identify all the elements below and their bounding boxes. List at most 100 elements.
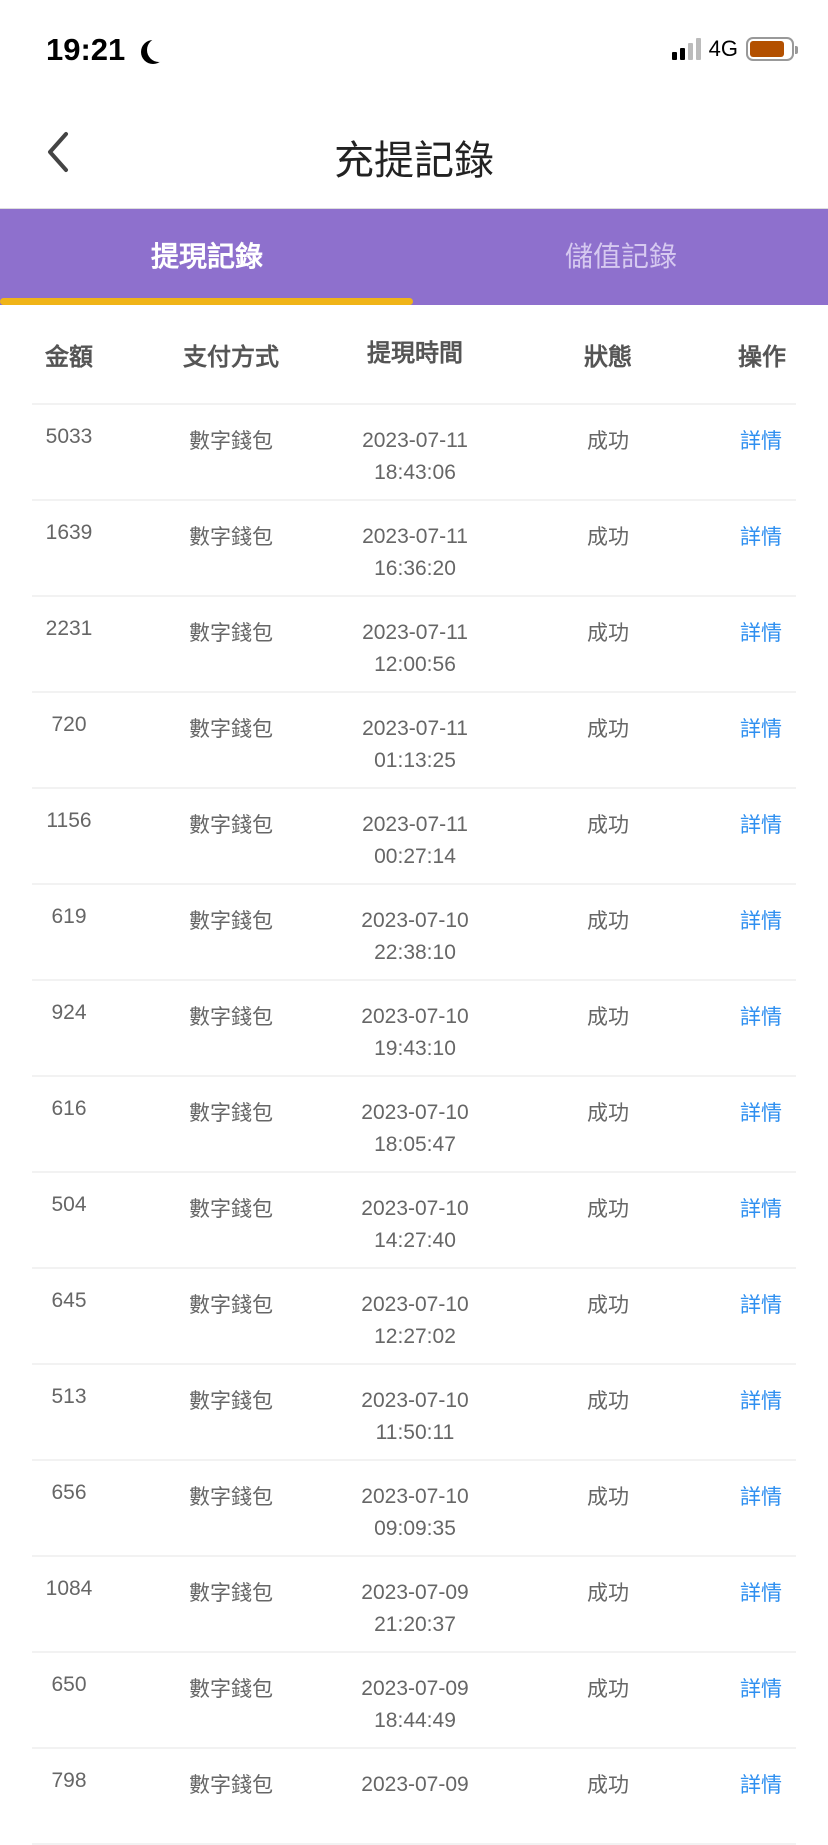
date: 2023-07-10 xyxy=(361,1101,469,1124)
amount: 2231 xyxy=(45,617,93,640)
date: 2023-07-10 xyxy=(361,1005,469,1028)
details-link[interactable]: 詳情 xyxy=(740,1486,782,1509)
page-title: 充提記錄 xyxy=(334,139,494,183)
payment-method: 數字錢包 xyxy=(189,910,273,933)
time: 11:50:11 xyxy=(375,1421,455,1444)
details-link[interactable]: 詳情 xyxy=(740,430,782,453)
tab-withdrawal-records[interactable]: 提現記錄 xyxy=(150,241,263,272)
withdrawal-time: 2023-07-09 18:44:49 xyxy=(302,1673,508,1747)
payment-method: 數字錢包 xyxy=(189,526,273,549)
header-amount: 金額 xyxy=(45,343,93,371)
amount: 1156 xyxy=(46,809,92,832)
table-row: 5033 數字錢包 2023-07-11 18:43:06 成功 詳情 xyxy=(32,405,796,501)
payment-method: 數字錢包 xyxy=(189,1006,273,1029)
status: 成功 xyxy=(587,1006,629,1029)
withdrawal-time: 2023-07-11 00:27:14 xyxy=(302,809,508,883)
battery-icon xyxy=(746,37,798,61)
time: 12:00:56 xyxy=(374,653,456,676)
status: 成功 xyxy=(587,430,629,453)
status: 成功 xyxy=(587,1294,629,1317)
withdrawal-time: 2023-07-11 01:13:25 xyxy=(302,713,508,787)
details-link[interactable]: 詳情 xyxy=(740,1294,782,1317)
withdrawal-time: 2023-07-10 09:09:35 xyxy=(302,1481,508,1555)
time: 12:27:02 xyxy=(374,1325,456,1348)
amount: 5033 xyxy=(45,425,93,448)
details-link[interactable]: 詳情 xyxy=(740,1678,782,1701)
payment-method: 數字錢包 xyxy=(189,1486,273,1509)
status: 成功 xyxy=(587,910,629,933)
status: 成功 xyxy=(587,526,629,549)
details-link[interactable]: 詳情 xyxy=(740,526,782,549)
details-link[interactable]: 詳情 xyxy=(740,1582,782,1605)
table-row: 616 數字錢包 2023-07-10 18:05:47 成功 詳情 xyxy=(32,1077,796,1173)
withdrawal-time: 2023-07-11 16:36:20 xyxy=(302,521,508,595)
withdrawal-time: 2023-07-11 18:43:06 xyxy=(302,425,508,499)
date: 2023-07-09 xyxy=(361,1677,469,1700)
amount: 513 xyxy=(51,1385,87,1408)
table-row: 1084 數字錢包 2023-07-09 21:20:37 成功 詳情 xyxy=(32,1557,796,1653)
time: 18:44:49 xyxy=(374,1709,456,1732)
time: 18:05:47 xyxy=(374,1133,456,1156)
payment-method: 數字錢包 xyxy=(189,1774,273,1797)
table-header: 金額 支付方式 提現時間 狀態 操作 xyxy=(32,305,796,405)
details-link[interactable]: 詳情 xyxy=(740,1774,782,1797)
amount: 720 xyxy=(51,713,87,736)
time: 09:09:35 xyxy=(374,1517,456,1540)
status: 成功 xyxy=(587,1486,629,1509)
details-link[interactable]: 詳情 xyxy=(740,814,782,837)
table-row: 798 數字錢包 2023-07-09 成功 詳情 xyxy=(32,1749,796,1845)
signal-icon xyxy=(671,38,701,60)
records-table: 金額 支付方式 提現時間 狀態 操作 5033 數字錢包 2023-07-11 1… xyxy=(32,305,796,1845)
withdrawal-time: 2023-07-10 11:50:11 xyxy=(302,1385,508,1459)
status: 成功 xyxy=(587,718,629,741)
date: 2023-07-11 xyxy=(362,525,468,548)
date: 2023-07-10 xyxy=(361,1197,469,1220)
time: 16:36:20 xyxy=(374,557,456,580)
withdrawal-time: 2023-07-09 xyxy=(302,1769,508,1843)
date: 2023-07-10 xyxy=(361,1293,469,1316)
amount: 1639 xyxy=(45,521,93,544)
date: 2023-07-10 xyxy=(361,1389,469,1412)
amount: 798 xyxy=(51,1769,87,1792)
header-status: 狀態 xyxy=(584,343,632,371)
amount: 616 xyxy=(51,1097,87,1120)
details-link[interactable]: 詳情 xyxy=(740,1390,782,1413)
payment-method: 數字錢包 xyxy=(189,1102,273,1125)
network-type: 4G xyxy=(708,36,738,61)
table-row: 1156 數字錢包 2023-07-11 00:27:14 成功 詳情 xyxy=(32,789,796,885)
header-time: 提現時間 xyxy=(367,340,463,367)
details-link[interactable]: 詳情 xyxy=(740,1102,782,1125)
details-link[interactable]: 詳情 xyxy=(740,1006,782,1029)
table-row: 656 數字錢包 2023-07-10 09:09:35 成功 詳情 xyxy=(32,1461,796,1557)
status: 成功 xyxy=(587,1678,629,1701)
header-action: 操作 xyxy=(738,343,786,371)
chevron-left-icon[interactable] xyxy=(44,130,72,174)
table-row: 650 數字錢包 2023-07-09 18:44:49 成功 詳情 xyxy=(32,1653,796,1749)
table-row: 924 數字錢包 2023-07-10 19:43:10 成功 詳情 xyxy=(32,981,796,1077)
status-bar: 19:21 4G xyxy=(0,0,828,96)
date: 2023-07-11 xyxy=(362,717,468,740)
amount: 656 xyxy=(51,1481,87,1504)
withdrawal-time: 2023-07-10 22:38:10 xyxy=(302,905,508,979)
amount: 619 xyxy=(51,905,87,928)
amount: 504 xyxy=(51,1193,87,1216)
details-link[interactable]: 詳情 xyxy=(740,718,782,741)
table-row: 645 數字錢包 2023-07-10 12:27:02 成功 詳情 xyxy=(32,1269,796,1365)
withdrawal-time: 2023-07-10 14:27:40 xyxy=(302,1193,508,1267)
payment-method: 數字錢包 xyxy=(189,1582,273,1605)
details-link[interactable]: 詳情 xyxy=(740,910,782,933)
date: 2023-07-09 xyxy=(361,1773,469,1796)
status: 成功 xyxy=(587,814,629,837)
payment-method: 數字錢包 xyxy=(189,1390,273,1413)
tab-bar: 提現記錄 儲值記錄 xyxy=(0,209,828,305)
payment-method: 數字錢包 xyxy=(189,814,273,837)
amount: 1084 xyxy=(45,1577,93,1600)
details-link[interactable]: 詳情 xyxy=(740,622,782,645)
table-row: 513 數字錢包 2023-07-10 11:50:11 成功 詳情 xyxy=(32,1365,796,1461)
tab-deposit-records[interactable]: 儲值記錄 xyxy=(564,241,677,272)
withdrawal-time: 2023-07-11 12:00:56 xyxy=(302,617,508,691)
withdrawal-time: 2023-07-10 19:43:10 xyxy=(302,1001,508,1075)
details-link[interactable]: 詳情 xyxy=(740,1198,782,1221)
status: 成功 xyxy=(587,1102,629,1125)
date: 2023-07-09 xyxy=(361,1581,469,1604)
